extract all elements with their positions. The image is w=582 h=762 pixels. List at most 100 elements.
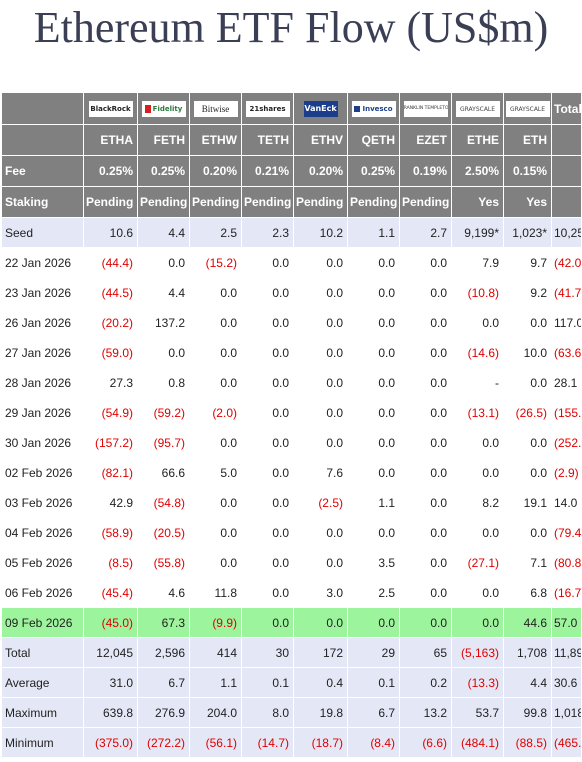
row-total-cell: 28.1 bbox=[551, 367, 582, 398]
flow-cell: (20.5) bbox=[137, 517, 190, 548]
flow-cell: 0.0 bbox=[347, 427, 400, 458]
flow-cell: 1,708 bbox=[503, 637, 552, 668]
flow-cell: (14.6) bbox=[451, 337, 504, 368]
table-row: 04 Feb 2026 (58.9) (20.5) 0.0 0.0 0.0 0.0 0.0 0.… bbox=[1, 517, 582, 548]
row-total-cell: 117.0 bbox=[551, 307, 582, 338]
table-row: 27 Jan 2026 (59.0) 0.0 0.0 0.0 0.0 0.0 0.0 (14.6… bbox=[1, 337, 582, 368]
flow-cell: 0.0 bbox=[503, 457, 552, 488]
flow-cell: (6.6) bbox=[399, 727, 452, 758]
flow-cell: (82.1) bbox=[83, 457, 138, 488]
issuer-logo-cell: 21shares bbox=[241, 92, 294, 125]
flow-cell: 7.6 bbox=[293, 457, 348, 488]
issuer-logo-text: BlackRock bbox=[90, 105, 131, 113]
flow-cell: 0.0 bbox=[293, 277, 348, 308]
flow-cell: 0.0 bbox=[451, 607, 504, 638]
fee-label: Fee bbox=[1, 155, 84, 187]
row-label: 29 Jan 2026 bbox=[1, 397, 84, 428]
flow-cell: 0.0 bbox=[241, 457, 294, 488]
flow-cell: 0.0 bbox=[503, 367, 552, 398]
fee-cell: 0.19% bbox=[399, 155, 452, 187]
flow-cell: 0.0 bbox=[399, 307, 452, 338]
ticker-cell: TETH bbox=[241, 124, 294, 156]
flow-cell: 0.0 bbox=[451, 307, 504, 338]
table-row: 05 Feb 2026 (8.5) (55.8) 0.0 0.0 0.0 3.5 0.0 (27… bbox=[1, 547, 582, 578]
flow-cell: 19.1 bbox=[503, 487, 552, 518]
row-label: Minimum bbox=[1, 727, 84, 758]
flow-cell: 0.0 bbox=[189, 547, 242, 578]
etf-flow-table: BlackRock Fidelity Bitwise 21shares VanEck In… bbox=[1, 92, 582, 758]
flow-cell: (8.5) bbox=[83, 547, 138, 578]
flow-cell: 0.0 bbox=[399, 427, 452, 458]
flow-cell: 0.0 bbox=[241, 337, 294, 368]
staking-cell: Pending bbox=[241, 186, 294, 218]
issuer-logo-cell: Invesco bbox=[347, 92, 400, 125]
ticker-cell: QETH bbox=[347, 124, 400, 156]
flow-cell: 7.9 bbox=[451, 247, 504, 278]
flow-cell: 0.0 bbox=[399, 547, 452, 578]
flow-cell: 0.0 bbox=[347, 247, 400, 278]
issuer-logo-text: Fidelity bbox=[152, 104, 183, 113]
flow-cell: 0.0 bbox=[503, 307, 552, 338]
flow-cell: 137.2 bbox=[137, 307, 190, 338]
flow-cell: 3.5 bbox=[347, 547, 400, 578]
flow-cell: 11.8 bbox=[189, 577, 242, 608]
table-row: Seed 10.6 4.4 2.5 2.3 10.2 1.1 2.7 9,199* 1,023* 1… bbox=[1, 217, 582, 248]
staking-row: Staking Pending Pending Pending Pending Pendi… bbox=[1, 186, 582, 218]
flow-cell: 0.1 bbox=[241, 667, 294, 698]
flow-cell: (375.0) bbox=[83, 727, 138, 758]
row-label: 30 Jan 2026 bbox=[1, 427, 84, 458]
flow-cell: 2.7 bbox=[399, 217, 452, 248]
issuer-logo-text: Bitwise bbox=[201, 103, 230, 114]
flow-cell: 10.2 bbox=[293, 217, 348, 248]
table-row: Minimum (375.0) (272.2) (56.1) (14.7) (18.7)(… bbox=[1, 727, 582, 758]
row-total-cell: (465.1) bbox=[551, 727, 582, 758]
row-label: 27 Jan 2026 bbox=[1, 337, 84, 368]
fee-cell: 0.21% bbox=[241, 155, 294, 187]
flow-cell: 0.0 bbox=[189, 517, 242, 548]
table-row: 06 Feb 2026 (45.4) 4.6 11.8 0.0 3.0 2.5 0.0 0.0 6… bbox=[1, 577, 582, 608]
flow-cell: 2.5 bbox=[347, 577, 400, 608]
21shares-logo: 21shares bbox=[245, 101, 290, 117]
flow-cell: 0.0 bbox=[241, 517, 294, 548]
flow-cell: 66.6 bbox=[137, 457, 190, 488]
bitwise-logo: Bitwise bbox=[193, 100, 238, 117]
row-total-cell: (155.7) bbox=[551, 397, 582, 428]
row-total-cell: (80.8) bbox=[551, 547, 582, 578]
table-row: 30 Jan 2026 (157.2) (95.7) 0.0 0.0 0.0 0.0 0.0 0… bbox=[1, 427, 582, 458]
flow-cell: 0.0 bbox=[347, 307, 400, 338]
ticker-row: ETHA FETH ETHW TETH ETHV QETH EZET ETHE ETH bbox=[1, 124, 582, 156]
staking-total-cell bbox=[551, 186, 582, 218]
table-row: 28 Jan 2026 27.3 0.8 0.0 0.0 0.0 0.0 0.0-0.0 28.… bbox=[1, 367, 582, 398]
flow-cell: 0.0 bbox=[241, 607, 294, 638]
row-label: 26 Jan 2026 bbox=[1, 307, 84, 338]
fee-total-cell bbox=[551, 155, 582, 187]
franklin-templeton-logo: FRANKLIN TEMPLETON bbox=[403, 100, 448, 117]
flow-cell: 42.9 bbox=[83, 487, 138, 518]
row-total-cell: (41.7) bbox=[551, 277, 582, 308]
flow-cell: 0.1 bbox=[347, 667, 400, 698]
flow-cell: 13.2 bbox=[399, 697, 452, 728]
flow-cell: 0.0 bbox=[241, 367, 294, 398]
flow-cell: (2.5) bbox=[293, 487, 348, 518]
flow-cell: 4.6 bbox=[137, 577, 190, 608]
flow-cell: 0.0 bbox=[241, 247, 294, 278]
flow-cell: 10.6 bbox=[83, 217, 138, 248]
table-row: Average 31.0 6.7 1.1 0.1 0.4 0.1 0.2 (13.3) 4.4 30… bbox=[1, 667, 582, 698]
flow-cell: 0.0 bbox=[293, 517, 348, 548]
staking-cell: Pending bbox=[399, 186, 452, 218]
row-label: Maximum bbox=[1, 697, 84, 728]
row-label: 04 Feb 2026 bbox=[1, 517, 84, 548]
flow-cell: 1.1 bbox=[347, 217, 400, 248]
flow-cell: 8.2 bbox=[451, 487, 504, 518]
flow-cell: 19.8 bbox=[293, 697, 348, 728]
fee-cell: 0.15% bbox=[503, 155, 552, 187]
flow-cell: 27.3 bbox=[83, 367, 138, 398]
flow-cell: 6.7 bbox=[347, 697, 400, 728]
row-total-cell: 14.0 bbox=[551, 487, 582, 518]
flow-cell: 0.0 bbox=[399, 337, 452, 368]
flow-cell: 0.0 bbox=[399, 367, 452, 398]
flow-cell: (59.0) bbox=[83, 337, 138, 368]
flow-cell: (2.0) bbox=[189, 397, 242, 428]
flow-cell: 0.0 bbox=[189, 307, 242, 338]
issuer-logo-cell: GRAYSCALE bbox=[451, 92, 504, 125]
